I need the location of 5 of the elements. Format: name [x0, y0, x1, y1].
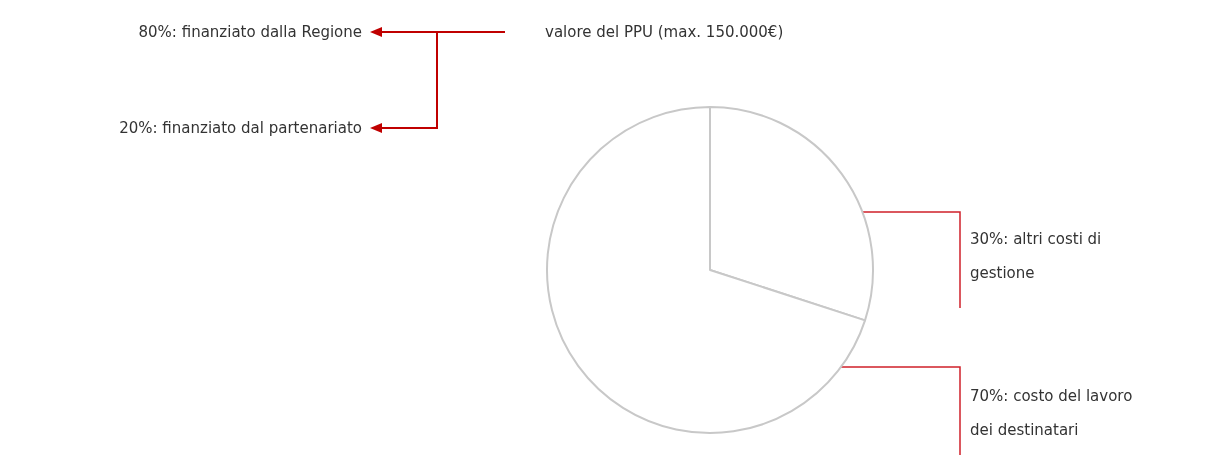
text: 20%: finanziato dal partenariato — [119, 118, 362, 138]
slice-label: 30%: altri costi di gestione — [970, 230, 1107, 282]
text: 80%: finanziato dalla Regione — [138, 22, 362, 42]
text: valore del PPU (max. 150.000€) — [545, 22, 784, 42]
slice-label: 70%: costo del lavoro dei destinatari — [970, 387, 1138, 439]
